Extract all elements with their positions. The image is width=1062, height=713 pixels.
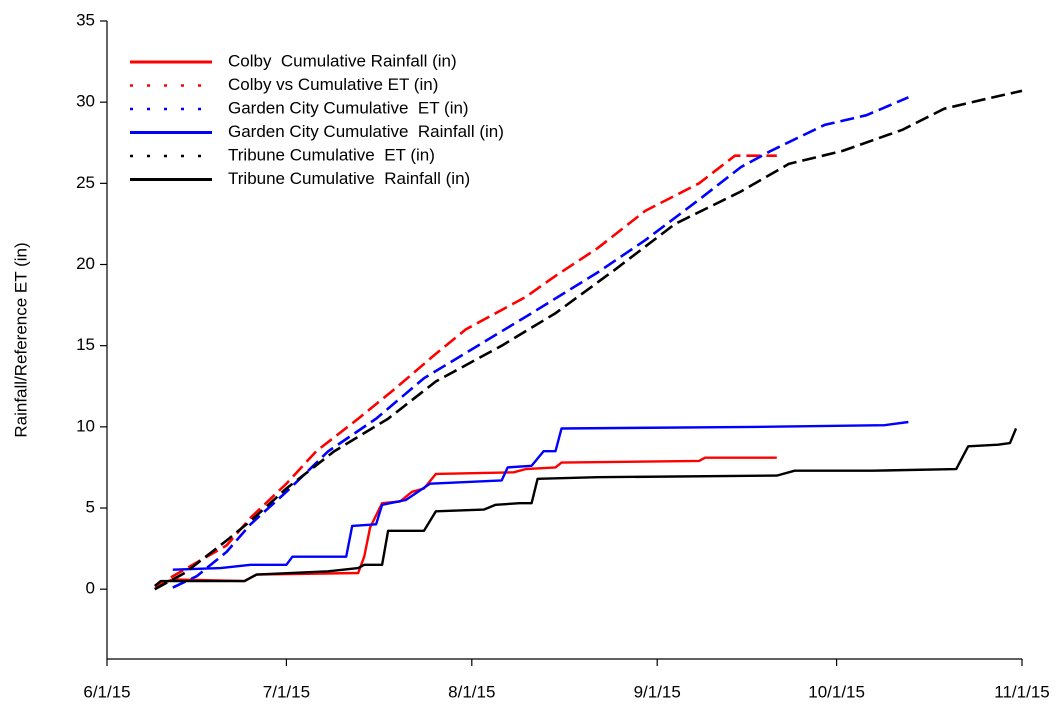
x-tick-label: 6/1/15 (83, 682, 130, 701)
series-line (154, 89, 1023, 591)
y-tick-label: 30 (76, 92, 95, 111)
y-tick-label: 20 (76, 254, 95, 273)
x-tick-label: 11/1/15 (994, 682, 1049, 701)
legend-label: Garden City Cumulative Rainfall (in) (228, 122, 504, 141)
series-line (172, 96, 909, 589)
x-tick-label: 10/1/15 (808, 682, 865, 701)
legend-label: Colby vs Cumulative ET (in) (228, 75, 438, 94)
series-line (154, 428, 1018, 587)
y-tick-label: 10 (76, 416, 95, 435)
x-tick-label: 7/1/15 (263, 682, 310, 701)
y-tick-label: 5 (86, 498, 95, 517)
y-tick-label: 25 (76, 173, 95, 192)
x-tick-label: 9/1/15 (634, 682, 681, 701)
y-axis-label: Rainfall/Reference ET (in) (11, 242, 30, 437)
x-tick-label: 8/1/15 (448, 682, 495, 701)
legend-label: Colby Cumulative Rainfall (in) (228, 51, 457, 70)
series-line (172, 420, 909, 571)
y-tick-label: 35 (76, 10, 95, 29)
legend-label: Tribune Cumulative ET (in) (228, 145, 435, 164)
y-tick-label: 15 (76, 335, 95, 354)
y-tick-label: 0 (86, 579, 95, 598)
legend-label: Garden City Cumulative ET (in) (228, 98, 469, 117)
legend-label: Tribune Cumulative Rainfall (in) (228, 169, 470, 188)
